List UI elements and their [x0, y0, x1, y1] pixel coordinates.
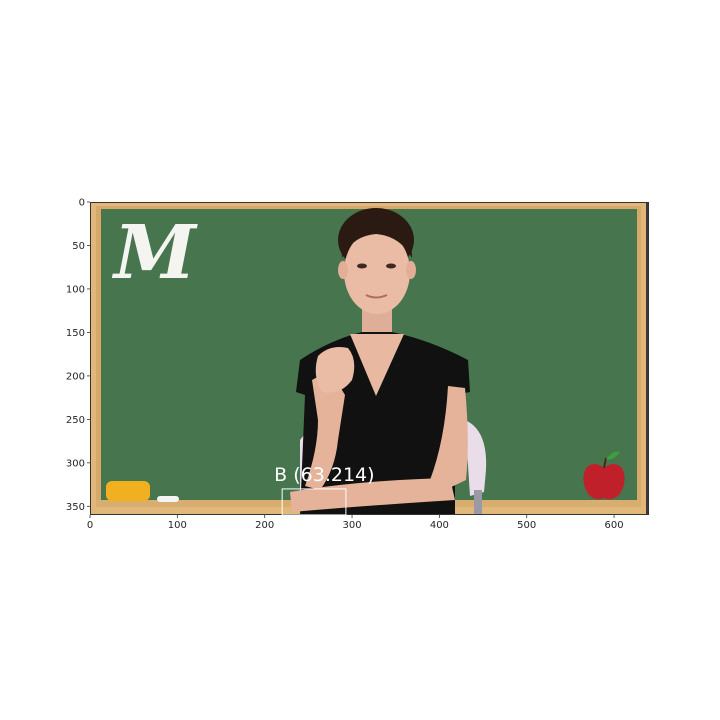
x-tick-label: 0 [87, 520, 93, 531]
person [290, 208, 470, 515]
chair [465, 420, 487, 496]
y-tick-label: 250 [66, 415, 85, 426]
y-tick-label: 0 [79, 198, 85, 209]
video-frame: M [90, 202, 649, 515]
x-tick-label: 300 [342, 520, 361, 531]
detection-box [281, 488, 347, 516]
y-tick-label: 150 [66, 328, 85, 339]
sponge [106, 481, 150, 501]
detection-label: B (63.214) [274, 464, 374, 486]
board-letter: M [111, 210, 198, 296]
x-tick-label: 200 [255, 520, 274, 531]
x-tick-label: 600 [605, 520, 624, 531]
y-tick-label: 350 [66, 502, 85, 513]
x-tick-label: 400 [430, 520, 449, 531]
y-tick-label: 300 [66, 458, 85, 469]
y-tick-label: 50 [72, 241, 85, 252]
x-tick-label: 100 [168, 520, 187, 531]
y-tick-label: 200 [66, 371, 85, 382]
plot-border [90, 202, 649, 515]
apple-icon [583, 451, 625, 500]
x-tick-label: 500 [517, 520, 536, 531]
x-axis-ticks: 0 100 200 300 400 500 600 [87, 515, 624, 531]
chalk-piece [157, 496, 179, 502]
y-axis-ticks: 0 50 100 150 200 250 300 350 [66, 198, 90, 513]
y-tick-label: 100 [66, 284, 85, 295]
